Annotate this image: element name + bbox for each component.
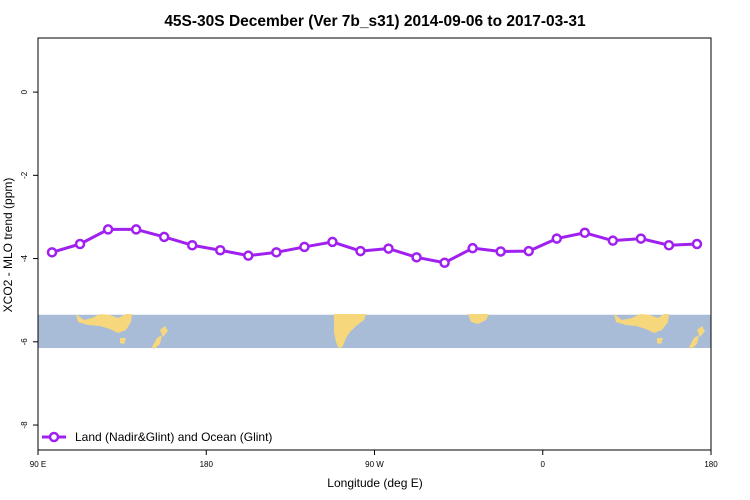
- data-point: [299, 241, 310, 253]
- y-axis: 0 -2 -4 -6 -8: [20, 89, 38, 429]
- chart-title: 45S-30S December (Ver 7b_s31) 2014-09-06…: [164, 13, 586, 30]
- legend-label: Land (Nadir&Glint) and Ocean (Glint): [75, 430, 272, 444]
- map-land: [120, 338, 126, 344]
- data-point: [327, 236, 338, 248]
- data-point: [663, 239, 675, 251]
- x-tick-label: 180: [200, 460, 214, 469]
- data-point: [523, 245, 534, 257]
- map-land: [76, 314, 132, 333]
- x-tick-label: 90 W: [365, 460, 384, 469]
- legend-marker: [48, 431, 60, 443]
- y-tick-label: -4: [20, 254, 29, 262]
- series-line: [51, 227, 698, 265]
- map-band: [38, 314, 711, 349]
- data-point: [46, 247, 58, 258]
- map-land: [334, 314, 366, 349]
- map-land: [689, 335, 699, 349]
- y-tick-label: -6: [20, 338, 29, 346]
- y-tick-label: -8: [20, 421, 29, 429]
- data-point: [691, 238, 703, 250]
- x-axis-label: Longitude (deg E): [327, 476, 422, 490]
- data-point: [102, 224, 114, 235]
- data-point: [495, 246, 506, 257]
- data-point: [130, 224, 142, 235]
- data-point: [607, 235, 619, 246]
- data-point: [74, 238, 86, 250]
- data-point: [271, 247, 282, 258]
- data-point: [467, 242, 478, 254]
- series-group: [46, 224, 703, 268]
- x-tick-label: 180: [704, 460, 718, 469]
- data-point: [579, 227, 591, 239]
- data-point: [243, 250, 254, 261]
- data-point: [439, 257, 450, 268]
- map-land: [160, 326, 168, 337]
- y-tick-label: -2: [20, 171, 29, 179]
- data-point: [411, 252, 422, 263]
- y-axis-label: XCO2 - MLO trend (ppm): [1, 178, 15, 313]
- data-point: [383, 243, 394, 254]
- data-point: [215, 244, 226, 256]
- map-land: [468, 314, 489, 324]
- legend: Land (Nadir&Glint) and Ocean (Glint): [42, 430, 272, 444]
- x-tick-label: 90 E: [30, 460, 46, 469]
- x-tick-label: 0: [541, 460, 546, 469]
- x-axis: 90 E 180 90 W 0 180: [30, 450, 718, 469]
- data-point: [635, 233, 647, 244]
- data-point: [355, 245, 366, 257]
- data-point: [158, 231, 170, 243]
- map-ocean: [38, 314, 711, 349]
- map-land: [697, 326, 705, 337]
- map-land: [614, 314, 669, 333]
- map-land: [657, 338, 663, 344]
- data-point: [186, 239, 198, 251]
- data-point: [551, 233, 563, 244]
- y-tick-label: 0: [20, 89, 29, 94]
- map-land: [152, 335, 162, 349]
